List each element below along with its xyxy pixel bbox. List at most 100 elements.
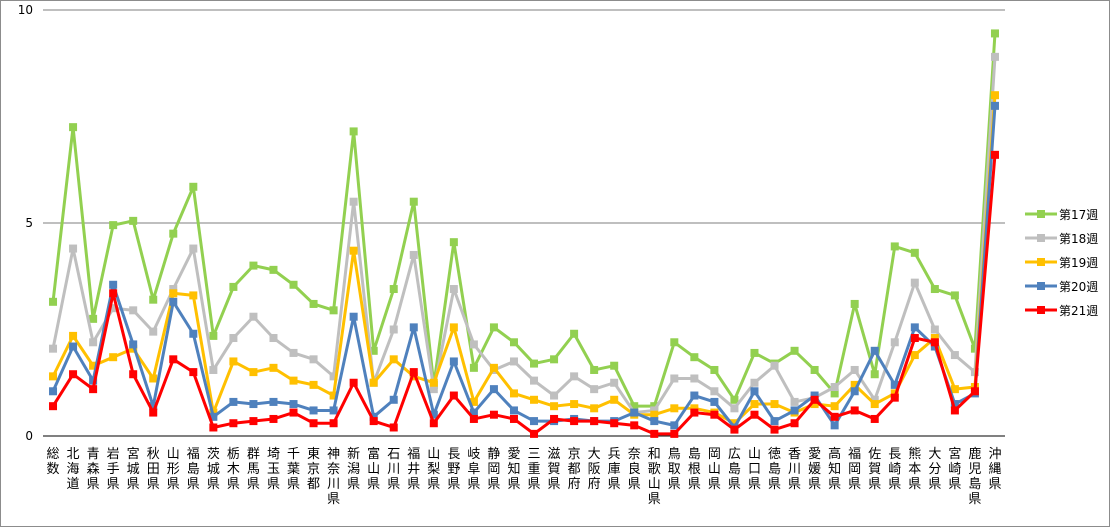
x-tick-label: 福島県	[187, 447, 200, 492]
x-tick-label-char: 県	[347, 477, 360, 492]
data-point	[229, 357, 238, 366]
x-tick-label-char: 数	[47, 462, 60, 477]
data-point	[329, 419, 338, 428]
data-point	[850, 299, 859, 308]
data-point	[950, 406, 959, 415]
data-point	[610, 395, 619, 404]
data-point	[309, 380, 318, 389]
x-tick-label-char: 青	[87, 447, 100, 462]
data-point	[169, 229, 178, 238]
x-tick-label-char: 県	[127, 477, 140, 492]
data-point	[890, 338, 899, 347]
legend-swatch-marker	[1037, 234, 1045, 242]
x-tick-label: 三重県	[528, 447, 541, 492]
x-tick-label-char: 岩	[107, 447, 120, 462]
x-tick-label-char: 秋	[147, 447, 160, 462]
x-tick-label-char: 阪	[588, 462, 601, 477]
x-tick-label-char: 山	[367, 462, 380, 477]
data-point	[69, 244, 78, 253]
data-point	[690, 374, 699, 383]
data-point	[810, 391, 819, 400]
x-tick-label-char: 阜	[467, 461, 480, 477]
x-tick-label-char: 福	[848, 447, 861, 462]
data-point	[209, 423, 218, 432]
data-point	[590, 385, 599, 394]
legend-swatch-marker	[1037, 258, 1045, 266]
data-point	[550, 402, 559, 411]
x-tick-label-char: 道	[67, 477, 80, 492]
data-point	[950, 351, 959, 360]
data-point	[309, 299, 318, 308]
data-point	[229, 334, 238, 343]
data-point	[469, 363, 478, 372]
x-tick-label-char: 三	[528, 447, 541, 462]
x-tick-label-char: 県	[688, 477, 701, 492]
data-point	[309, 419, 318, 428]
x-tick-label: 岡山県	[708, 447, 721, 492]
data-point	[710, 410, 719, 419]
data-point	[89, 361, 98, 370]
data-point	[910, 278, 919, 287]
data-point	[850, 380, 859, 389]
x-tick-label-char: 森	[87, 462, 100, 477]
data-point	[830, 389, 839, 398]
y-tick-label: 10	[18, 3, 33, 17]
x-tick-label: 福井県	[407, 447, 420, 492]
legend-entry: 第19週	[1025, 256, 1098, 270]
data-point	[770, 361, 779, 370]
y-tick-label: 5	[25, 216, 33, 230]
data-point	[750, 410, 759, 419]
data-point	[690, 404, 699, 413]
data-point	[369, 412, 378, 421]
x-tick-label: 山梨県	[427, 447, 440, 492]
data-point	[650, 410, 659, 419]
data-point	[690, 353, 699, 362]
data-point	[329, 372, 338, 381]
data-point	[910, 323, 919, 332]
data-point	[509, 338, 518, 347]
data-point	[469, 408, 478, 417]
data-point	[69, 331, 78, 340]
data-point	[89, 338, 98, 347]
data-point	[189, 244, 198, 253]
data-point	[750, 378, 759, 387]
x-tick-label-char: 長	[888, 447, 901, 462]
x-tick-label: 京都府	[568, 447, 581, 492]
x-tick-label: 千葉県	[287, 447, 300, 492]
data-point	[269, 414, 278, 423]
x-tick-label-char: 賀	[548, 462, 561, 477]
data-point	[530, 429, 539, 438]
x-tick-label-char: 庫	[608, 462, 621, 477]
x-tick-label-char: 井	[407, 462, 420, 477]
data-point	[169, 297, 178, 306]
data-point	[109, 353, 118, 362]
data-point	[469, 414, 478, 423]
x-tick-label-char: 児	[968, 462, 981, 477]
data-point	[349, 127, 358, 136]
data-point	[610, 419, 619, 428]
data-point	[950, 291, 959, 300]
data-point	[950, 385, 959, 394]
data-point	[570, 329, 579, 338]
data-point	[89, 376, 98, 385]
x-tick-label-char: 県	[988, 477, 1001, 492]
data-point	[530, 376, 539, 385]
data-point	[309, 406, 318, 415]
data-point	[469, 397, 478, 406]
x-tick-label-char: 山	[748, 447, 761, 462]
x-tick-label-char: 新	[347, 446, 360, 462]
x-tick-label-char: 海	[67, 462, 80, 477]
data-point	[890, 393, 899, 402]
series-2	[49, 52, 999, 417]
x-tick-label-char: 山	[427, 447, 440, 462]
x-tick-label-char: 崎	[948, 462, 961, 477]
data-point	[49, 297, 58, 306]
x-tick-label-char: 高	[828, 446, 841, 462]
legend-label: 第18週	[1059, 232, 1098, 246]
legend-swatch-marker	[1037, 282, 1045, 290]
x-tick-label: 北海道	[67, 447, 80, 492]
data-point	[189, 368, 198, 377]
data-point	[169, 289, 178, 298]
data-point	[289, 280, 298, 289]
